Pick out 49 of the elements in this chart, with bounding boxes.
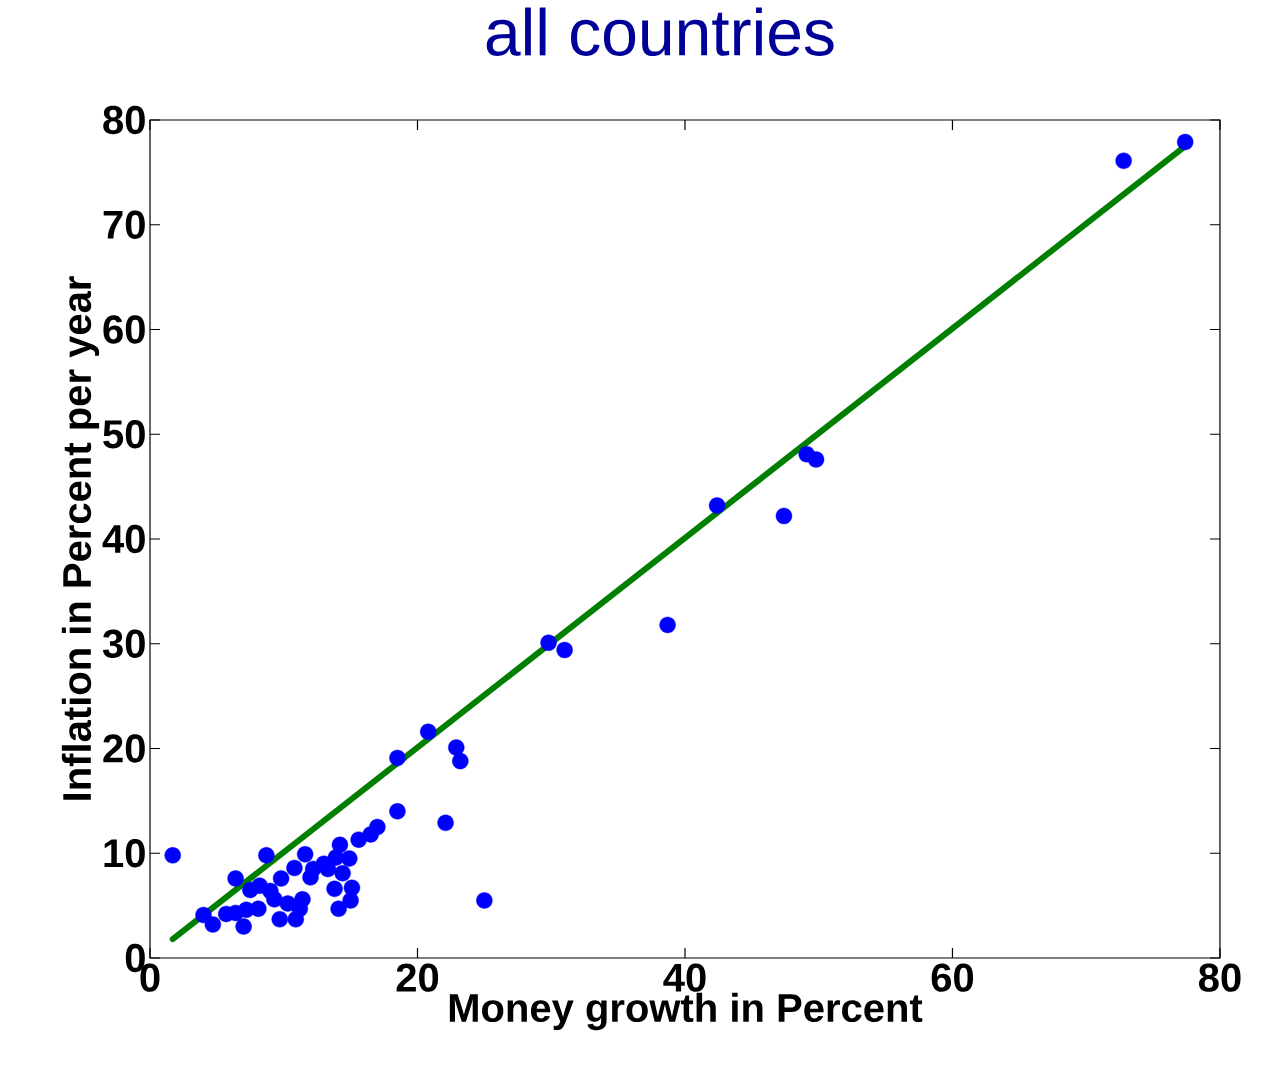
point xyxy=(659,616,676,634)
y-tick-label: 30 xyxy=(102,629,145,658)
y-tick-label: 60 xyxy=(103,315,145,344)
point xyxy=(164,847,181,864)
point xyxy=(291,900,308,917)
point xyxy=(334,864,351,882)
point xyxy=(204,916,222,933)
x-tick-label: 40 xyxy=(663,963,706,992)
point xyxy=(330,900,347,917)
point xyxy=(389,749,406,767)
point xyxy=(235,918,252,935)
y-tick-label: 40 xyxy=(102,524,145,554)
point xyxy=(476,892,493,909)
y-tick-label: 10 xyxy=(104,839,145,868)
point xyxy=(266,891,283,908)
point xyxy=(271,911,288,928)
point xyxy=(341,850,358,867)
point xyxy=(250,900,267,917)
point xyxy=(342,892,359,909)
point xyxy=(258,847,275,864)
point xyxy=(296,846,314,863)
point xyxy=(708,497,726,514)
chart-title: all countries xyxy=(486,7,834,56)
y-tick-label: 20 xyxy=(103,734,145,763)
point xyxy=(775,507,793,525)
point xyxy=(331,836,349,854)
y-tick-label: 50 xyxy=(103,420,145,449)
point xyxy=(437,814,454,832)
x-tick-label: 60 xyxy=(931,963,974,992)
point xyxy=(389,803,406,820)
y-axis-title: Inflation in Percent per year xyxy=(61,276,100,800)
point xyxy=(1176,133,1194,151)
point xyxy=(1115,152,1132,170)
point xyxy=(286,859,303,877)
point xyxy=(227,870,244,887)
point xyxy=(369,818,386,836)
point xyxy=(540,634,557,651)
y-tick-label: 70 xyxy=(103,210,145,239)
x-tick-label: 80 xyxy=(1198,963,1241,992)
point xyxy=(452,752,469,770)
point xyxy=(807,451,825,468)
point xyxy=(448,739,465,756)
y-tick-label: 80 xyxy=(103,105,145,135)
point xyxy=(272,870,290,887)
x-tick-label: 20 xyxy=(396,963,439,992)
point xyxy=(326,880,343,898)
point xyxy=(419,723,437,740)
point xyxy=(556,641,573,659)
x-axis-title: Money growth in Percent xyxy=(449,992,923,1031)
